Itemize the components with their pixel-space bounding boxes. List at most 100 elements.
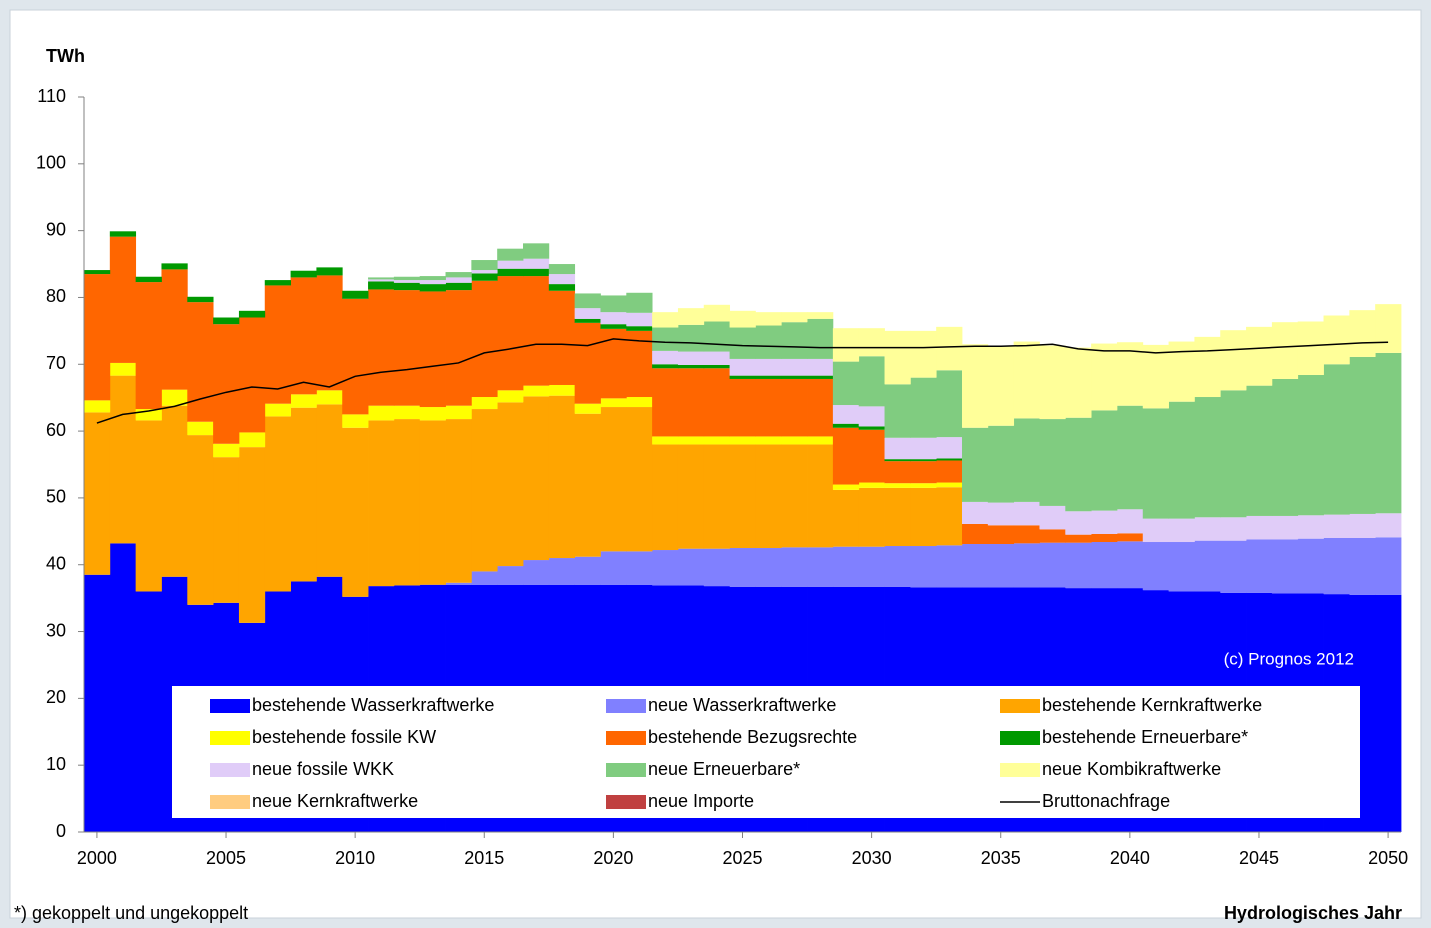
bar-segment (548, 290, 576, 385)
bar-segment (910, 437, 937, 460)
bar-segment (626, 397, 653, 408)
bar-segment (523, 276, 550, 386)
bar-segment (1013, 418, 1040, 502)
bar-segment (1065, 347, 1092, 418)
bar-segment (677, 548, 705, 586)
bar-segment (1091, 542, 1118, 589)
bar-segment (445, 272, 472, 278)
bar-segment (781, 322, 808, 359)
legend-swatch (1000, 763, 1040, 777)
bar-segment (1091, 410, 1118, 511)
footnote: *) gekoppelt und ungekoppelt (14, 903, 248, 923)
bar-segment (626, 326, 653, 331)
bar-segment (471, 397, 498, 410)
bar-segment (755, 325, 782, 359)
bar-segment (652, 350, 679, 365)
bar-segment (1246, 326, 1273, 386)
legend-swatch (1000, 731, 1040, 745)
bar-segment (574, 308, 601, 319)
bar-segment (238, 432, 266, 448)
bar-segment (987, 544, 1015, 588)
bar-segment (548, 284, 576, 291)
bar-segment (600, 312, 627, 325)
bar-segment (523, 385, 550, 397)
bar-segment (729, 358, 756, 376)
bar-segment (109, 236, 137, 363)
bar-segment (368, 279, 395, 282)
bar-segment (1194, 517, 1221, 541)
y-tick-label: 0 (56, 821, 66, 841)
bar-segment (342, 290, 369, 299)
legend-label: neue fossile WKK (252, 759, 394, 779)
bar-segment (936, 458, 963, 461)
bar-segment (1194, 336, 1221, 398)
x-tick-label: 2050 (1368, 848, 1408, 868)
bar-segment (677, 444, 705, 549)
legend-box (172, 686, 1360, 818)
legend-label: bestehende fossile KW (252, 727, 436, 747)
bar-segment (1116, 405, 1144, 510)
bar-segment (807, 444, 834, 548)
bar-segment (1168, 542, 1195, 592)
bar-segment (1349, 310, 1376, 357)
bar-segment (1013, 501, 1040, 526)
bar-segment (1220, 390, 1247, 518)
bar-segment (807, 436, 834, 445)
bar-segment (884, 461, 911, 484)
bar-segment (703, 321, 730, 352)
bar-segment (1375, 537, 1402, 595)
bar-segment (161, 389, 188, 406)
bar-segment (1375, 352, 1402, 514)
bar-segment (652, 312, 679, 328)
bar-segment (936, 437, 963, 459)
bar-segment (84, 400, 111, 413)
bar-segment (703, 436, 730, 445)
legend-swatch (606, 763, 646, 777)
legend-swatch (606, 699, 646, 713)
bar-segment (1194, 540, 1221, 592)
bar-segment (936, 326, 963, 371)
legend-swatch (210, 763, 250, 777)
bar-segment (807, 312, 834, 319)
bar-segment (1039, 505, 1066, 530)
bar-segment (677, 351, 705, 365)
bar-segment (135, 282, 162, 410)
bar-segment (832, 423, 860, 428)
bar-segment (574, 318, 601, 323)
legend-swatch (210, 731, 250, 745)
bar-segment (987, 525, 1015, 545)
x-tick-label: 2040 (1110, 848, 1150, 868)
bar-segment (781, 312, 808, 323)
bar-segment (858, 356, 885, 407)
bar-segment (652, 550, 679, 586)
bar-segment (807, 358, 834, 376)
bar-segment (600, 295, 627, 313)
bar-segment (1323, 514, 1350, 538)
bar-segment (729, 378, 756, 437)
bar-segment (936, 482, 963, 488)
bar-segment (213, 317, 240, 325)
bar-segment (497, 260, 524, 269)
bar-segment (781, 444, 808, 548)
bar-segment (84, 274, 111, 401)
bar-segment (523, 396, 550, 561)
bar-segment (1013, 525, 1040, 544)
bar-segment (652, 368, 679, 437)
bar-segment (936, 460, 963, 483)
bar-segment (1039, 345, 1066, 420)
bar-segment (600, 551, 627, 585)
bar-segment (910, 461, 937, 484)
bar-segment (884, 487, 911, 547)
legend-swatch (606, 731, 646, 745)
bar-segment (238, 310, 266, 318)
bar-segment (342, 414, 369, 428)
bar-segment (755, 375, 782, 379)
y-tick-label: 20 (46, 687, 66, 707)
bar-segment (1039, 529, 1066, 543)
bar-segment (1091, 510, 1118, 534)
bar-segment (729, 436, 756, 445)
x-tick-label: 2035 (981, 848, 1021, 868)
bar-segment (626, 292, 653, 313)
